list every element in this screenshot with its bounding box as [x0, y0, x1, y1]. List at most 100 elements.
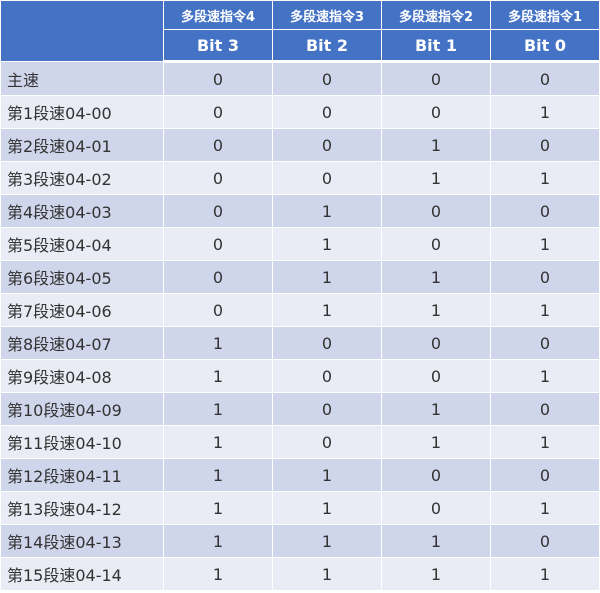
row-label: 第4段速04-03 [0, 194, 164, 228]
table-row: 第9段速04-08 1 0 0 1 [0, 359, 600, 393]
row-label: 第7段速04-06 [0, 293, 164, 327]
table-row: 第1段速04-00 0 0 0 1 [0, 95, 600, 129]
bit-value: 0 [272, 61, 382, 96]
table-row: 第13段速04-12 1 1 0 1 [0, 491, 600, 525]
bit-value: 1 [381, 557, 491, 591]
bit-value: 0 [163, 161, 273, 195]
row-label: 第8段速04-07 [0, 326, 164, 360]
table-row: 第7段速04-06 0 1 1 1 [0, 293, 600, 327]
row-label: 第5段速04-04 [0, 227, 164, 261]
bit-value: 1 [381, 392, 491, 426]
bit-value: 0 [381, 359, 491, 393]
bit-value: 1 [490, 227, 600, 261]
bit-value: 0 [163, 194, 273, 228]
bit-value: 1 [490, 491, 600, 525]
bit-value: 1 [163, 392, 273, 426]
bit-header: Bit 2 [272, 29, 382, 63]
bit-value: 0 [272, 161, 382, 195]
bit-value: 0 [163, 128, 273, 162]
bit-value: 1 [381, 128, 491, 162]
bit-value: 0 [381, 61, 491, 96]
bit-value: 1 [163, 557, 273, 591]
table-row: 第12段速04-11 1 1 0 0 [0, 458, 600, 492]
row-label: 第9段速04-08 [0, 359, 164, 393]
row-label: 第12段速04-11 [0, 458, 164, 492]
corner-header [0, 0, 164, 62]
row-label: 第1段速04-00 [0, 95, 164, 129]
bit-value: 1 [272, 260, 382, 294]
bit-value: 0 [272, 326, 382, 360]
bit-value: 0 [381, 194, 491, 228]
bit-value: 0 [490, 458, 600, 492]
bit-value: 0 [490, 61, 600, 96]
bit-value: 1 [272, 194, 382, 228]
bit-value: 1 [272, 227, 382, 261]
table-row: 第5段速04-04 0 1 0 1 [0, 227, 600, 261]
table-row: 第10段速04-09 1 0 1 0 [0, 392, 600, 426]
bit-value: 0 [490, 326, 600, 360]
bit-value: 1 [163, 326, 273, 360]
command-header: 多段速指令4 [163, 0, 273, 30]
row-label: 第13段速04-12 [0, 491, 164, 525]
bit-value: 1 [490, 293, 600, 327]
table-row: 第14段速04-13 1 1 1 0 [0, 524, 600, 558]
table-row: 第6段速04-05 0 1 1 0 [0, 260, 600, 294]
bit-value: 0 [163, 227, 273, 261]
bit-value: 1 [272, 293, 382, 327]
bit-value: 1 [163, 524, 273, 558]
bit-value: 1 [381, 260, 491, 294]
bit-value: 0 [490, 392, 600, 426]
row-label: 第6段速04-05 [0, 260, 164, 294]
bit-header: Bit 3 [163, 29, 273, 63]
row-label: 主速 [0, 61, 164, 96]
bit-value: 0 [490, 524, 600, 558]
row-label: 第11段速04-10 [0, 425, 164, 459]
bit-value: 0 [163, 293, 273, 327]
command-header: 多段速指令3 [272, 0, 382, 30]
command-header: 多段速指令2 [381, 0, 491, 30]
bit-value: 1 [381, 524, 491, 558]
bit-value: 0 [490, 260, 600, 294]
bit-value: 0 [381, 227, 491, 261]
bit-header: Bit 1 [381, 29, 491, 63]
table-row: 主速 0 0 0 0 [0, 61, 600, 96]
bit-value: 1 [272, 458, 382, 492]
bit-value: 1 [381, 293, 491, 327]
bit-value: 0 [272, 425, 382, 459]
bit-value: 1 [490, 161, 600, 195]
row-label: 第10段速04-09 [0, 392, 164, 426]
bit-value: 0 [272, 392, 382, 426]
bit-value: 1 [272, 557, 382, 591]
bit-value: 0 [272, 95, 382, 129]
table-row: 第3段速04-02 0 0 1 1 [0, 161, 600, 195]
bit-value: 1 [490, 95, 600, 129]
table-row: 第11段速04-10 1 0 1 1 [0, 425, 600, 459]
bit-value: 1 [163, 425, 273, 459]
bit-value: 0 [490, 128, 600, 162]
bit-value: 0 [381, 458, 491, 492]
command-header: 多段速指令1 [490, 0, 600, 30]
bit-value: 0 [490, 194, 600, 228]
bit-value: 1 [490, 425, 600, 459]
row-label: 第15段速04-14 [0, 557, 164, 591]
bit-value: 0 [381, 326, 491, 360]
bit-value: 1 [490, 557, 600, 591]
bit-value: 1 [272, 524, 382, 558]
bit-value: 0 [272, 128, 382, 162]
bit-value: 1 [163, 458, 273, 492]
bit-value: 0 [381, 95, 491, 129]
row-label: 第3段速04-02 [0, 161, 164, 195]
row-label: 第2段速04-01 [0, 128, 164, 162]
bit-value: 0 [163, 61, 273, 96]
bit-value: 1 [490, 359, 600, 393]
table-row: 第15段速04-14 1 1 1 1 [0, 557, 600, 591]
table-row: 第4段速04-03 0 1 0 0 [0, 194, 600, 228]
bit-value: 0 [163, 95, 273, 129]
bit-header: Bit 0 [490, 29, 600, 63]
table-row: 第2段速04-01 0 0 1 0 [0, 128, 600, 162]
table-row: 第8段速04-07 1 0 0 0 [0, 326, 600, 360]
bit-value: 1 [163, 491, 273, 525]
bit-value: 0 [272, 359, 382, 393]
row-label: 第14段速04-13 [0, 524, 164, 558]
